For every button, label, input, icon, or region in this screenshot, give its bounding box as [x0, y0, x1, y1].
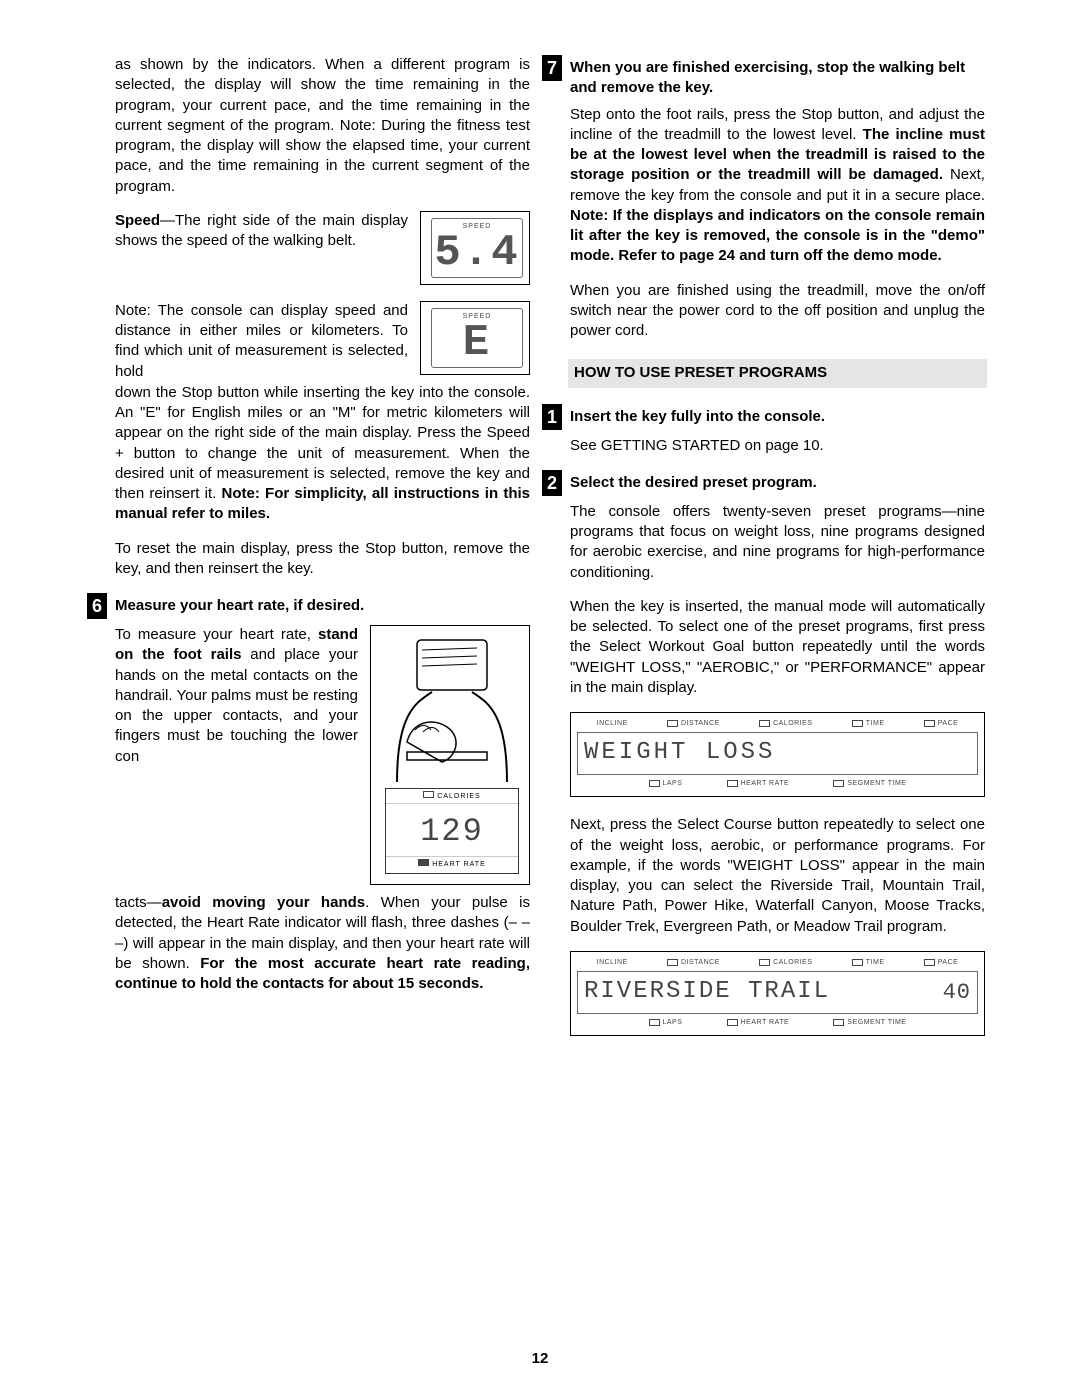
ind-incline: INCLINE: [597, 719, 628, 728]
wd2-bottom-row: X LAPS HEART RATE SEGMENT TIME X: [577, 1016, 978, 1029]
wd2-main: RIVERSIDE TRAIL 40: [577, 971, 978, 1013]
step-1-header: 1 Insert the key fully into the console.: [542, 404, 985, 430]
wd2-main-right: 40: [943, 978, 971, 1008]
hr-p1a: To measure your heart rate,: [115, 626, 318, 643]
wd2-main-text: RIVERSIDE TRAIL: [584, 976, 830, 1008]
step-7-header: 7 When you are finished exercising, stop…: [542, 55, 985, 99]
step-6-number: 6: [87, 593, 107, 619]
hr-p2b: avoid moving your hands: [162, 894, 365, 911]
heart-rate-icon: [418, 859, 429, 866]
ind2-calories: CALORIES: [759, 958, 812, 967]
step-2-para-2: When the key is inserted, the manual mod…: [570, 597, 985, 698]
hr-para-2: tacts—avoid moving your hands. When your…: [115, 893, 530, 994]
speed-value-1: 5.4: [432, 231, 522, 275]
intro-paragraph: as shown by the indicators. When a diffe…: [115, 55, 530, 197]
ind2-pace: PACE: [924, 958, 959, 967]
wd1-bottom-row: X LAPS HEART RATE SEGMENT TIME X: [577, 777, 978, 790]
left-column: as shown by the indicators. When a diffe…: [115, 55, 530, 1054]
step-2-para-1: The console offers twenty-seven preset p…: [570, 502, 985, 583]
step-2-label: Select the desired preset program.: [570, 470, 817, 493]
step-7-para-2: When you are finished using the treadmil…: [570, 281, 985, 342]
handrail-drawing: [377, 632, 527, 782]
step-2-header: 2 Select the desired preset program.: [542, 470, 985, 496]
step-1-label: Insert the key fully into the console.: [570, 404, 825, 427]
step-1-number: 1: [542, 404, 562, 430]
ind-time: TIME: [852, 719, 885, 728]
hr-p1c: and place your hands on the metal contac…: [115, 646, 358, 764]
main-display-riverside: INCLINE DISTANCE CALORIES TIME PACE RIVE…: [570, 951, 985, 1036]
calories-indicator: CALORIES: [386, 789, 518, 804]
step-6-header: 6 Measure your heart rate, if desired.: [87, 593, 530, 619]
wd1-main-text: WEIGHT LOSS: [584, 737, 775, 769]
hr-p2a: tacts—: [115, 894, 162, 911]
reset-para: To reset the main display, press the Sto…: [115, 539, 530, 580]
speed-label-text: Speed: [115, 212, 160, 229]
ind-laps: LAPS: [649, 779, 683, 788]
step-2-number: 2: [542, 470, 562, 496]
ind2-segtime: SEGMENT TIME: [833, 1018, 906, 1027]
ind2-laps: LAPS: [649, 1018, 683, 1027]
right-column: 7 When you are finished exercising, stop…: [570, 55, 985, 1054]
ind-segtime: SEGMENT TIME: [833, 779, 906, 788]
ind2-incline: INCLINE: [597, 958, 628, 967]
ind2-heartrate: HEART RATE: [727, 1018, 790, 1027]
calories-icon: [423, 791, 434, 798]
columns: as shown by the indicators. When a diffe…: [115, 55, 985, 1054]
heart-rate-indicator: HEART RATE: [386, 856, 518, 871]
ind-heartrate: HEART RATE: [727, 779, 790, 788]
speed-display-2: SPEED E: [420, 301, 530, 375]
main-display-weight-loss: INCLINE DISTANCE CALORIES TIME PACE WEIG…: [570, 712, 985, 797]
ind-pace: PACE: [924, 719, 959, 728]
speed-value-2: E: [432, 321, 522, 365]
section-heading-preset: HOW TO USE PRESET PROGRAMS: [568, 359, 987, 387]
note-para-body: down the Stop button while inserting the…: [115, 383, 530, 525]
heart-rate-readout: CALORIES 129 HEART RATE: [385, 788, 519, 874]
speed-display-1: SPEED 5.4: [420, 211, 530, 285]
heart-rate-value: 129: [386, 804, 518, 855]
step-7-number: 7: [542, 55, 562, 81]
ind2-distance: DISTANCE: [667, 958, 720, 967]
ind-distance: DISTANCE: [667, 719, 720, 728]
ind-calories: CALORIES: [759, 719, 812, 728]
s7-d: Note: If the displays and indicators on …: [570, 207, 985, 265]
step-7-para-1: Step onto the foot rails, press the Stop…: [570, 105, 985, 267]
heart-rate-illustration: CALORIES 129 HEART RATE: [370, 625, 530, 885]
step-1-para: See GETTING STARTED on page 10.: [570, 436, 985, 456]
step-7-label: When you are finished exercising, stop t…: [570, 55, 985, 99]
step-2-para-3: Next, press the Select Course button rep…: [570, 815, 985, 937]
page-number: 12: [0, 1349, 1080, 1369]
wd2-top-row: INCLINE DISTANCE CALORIES TIME PACE: [577, 956, 978, 969]
wd1-top-row: INCLINE DISTANCE CALORIES TIME PACE: [577, 717, 978, 730]
ind2-time: TIME: [852, 958, 885, 967]
manual-page: as shown by the indicators. When a diffe…: [0, 0, 1080, 1397]
step-6-label: Measure your heart rate, if desired.: [115, 593, 364, 616]
wd1-main: WEIGHT LOSS: [577, 732, 978, 774]
